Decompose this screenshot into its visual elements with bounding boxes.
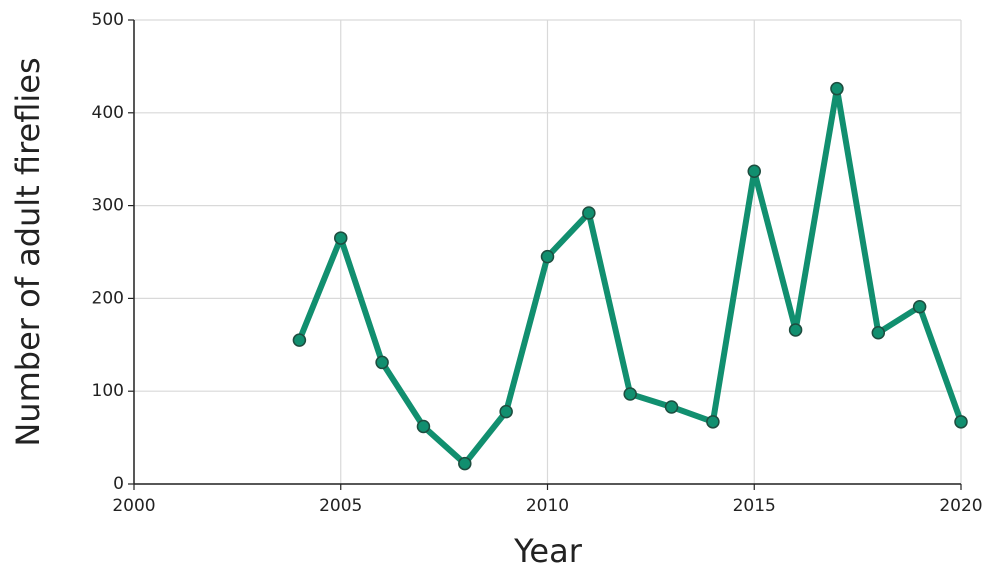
y-axis-label: Number of adult fireflies <box>9 57 47 446</box>
y-tick-label: 0 <box>113 474 124 494</box>
point <box>292 333 307 347</box>
y-tick-label: 400 <box>92 103 124 123</box>
point <box>582 206 596 220</box>
point <box>788 323 803 337</box>
point <box>664 400 679 414</box>
line <box>296 85 964 467</box>
x-axis-label: Year <box>513 532 583 570</box>
point <box>499 404 513 419</box>
point <box>540 249 555 264</box>
y-tick-label: 300 <box>92 196 124 216</box>
y-tick-label: 100 <box>92 381 124 401</box>
point <box>458 456 472 471</box>
point <box>706 415 720 429</box>
x-tick-label: 2005 <box>319 496 362 516</box>
point <box>747 164 761 179</box>
x-tick-label: 2010 <box>526 496 569 516</box>
point <box>623 387 637 401</box>
y-tick-label: 500 <box>92 10 124 30</box>
point <box>416 419 431 434</box>
x-tick-label: 2020 <box>939 496 982 516</box>
point <box>954 415 968 429</box>
x-tick-label: 2015 <box>733 496 776 516</box>
point <box>830 81 844 96</box>
y-tick-label: 200 <box>92 288 124 308</box>
x-tick-label: 2000 <box>112 496 155 516</box>
point <box>375 355 389 370</box>
point <box>912 300 927 314</box>
point <box>871 325 886 340</box>
point <box>334 231 348 245</box>
